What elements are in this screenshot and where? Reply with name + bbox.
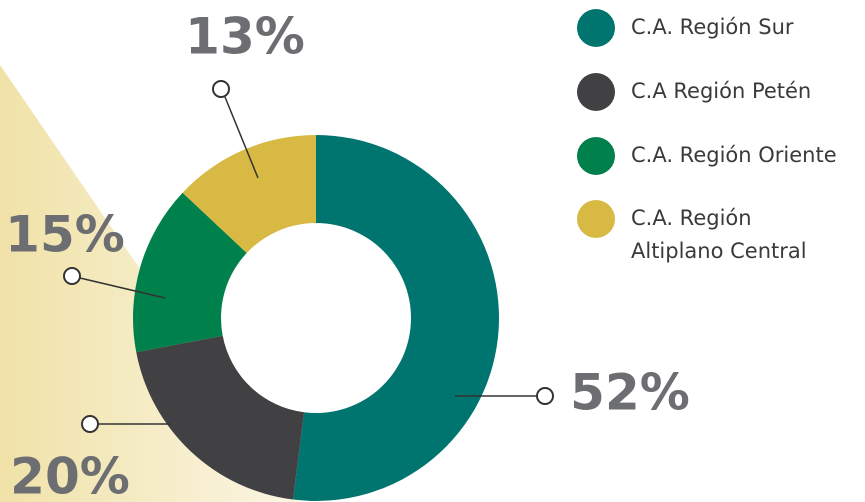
legend-label: C.A. Región Oriente (631, 143, 837, 167)
donut-slice (133, 192, 247, 353)
value-label: 15% (5, 206, 125, 264)
legend: C.A. Región Sur C.A Región Petén C.A. Regi… (577, 9, 837, 263)
donut-slice (293, 135, 499, 501)
legend-label: C.A Región Petén (631, 79, 811, 103)
value-labels: 52% 20% 15% 13% (5, 8, 690, 502)
value-label: 13% (185, 8, 305, 66)
legend-swatch (577, 137, 615, 175)
leader-dot (63, 267, 81, 285)
leader-dot (212, 80, 230, 98)
value-label: 52% (570, 364, 690, 422)
leader-dot (536, 387, 554, 405)
donut-slice (182, 135, 316, 253)
legend-label: C.A. Región Altiplano Central (631, 206, 807, 263)
leader-dot (81, 415, 99, 433)
value-label: 20% (10, 448, 130, 502)
legend-swatch (577, 73, 615, 111)
legend-swatch (577, 200, 615, 238)
leader-line (224, 96, 259, 179)
legend-swatch (577, 9, 615, 47)
donut-slice (136, 335, 305, 500)
legend-label: C.A. Región Sur (631, 15, 794, 39)
donut (133, 135, 499, 501)
leader-line (79, 277, 166, 299)
